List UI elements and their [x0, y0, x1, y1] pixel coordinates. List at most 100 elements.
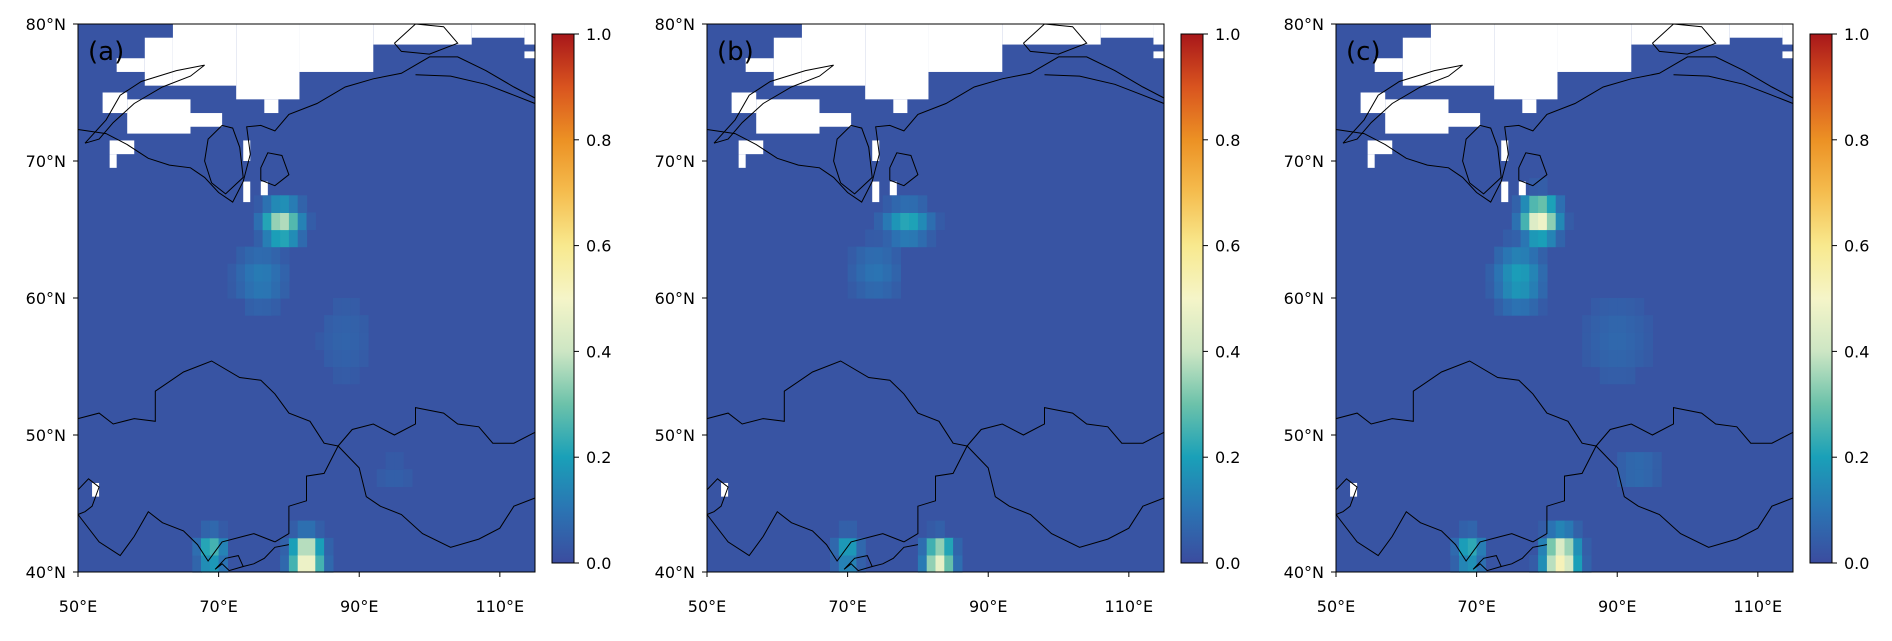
- missing-cell: [299, 24, 374, 72]
- colorbar-gradient: [1180, 33, 1204, 564]
- heatmap-cell: [1494, 298, 1504, 316]
- heatmap-cell: [1511, 263, 1522, 282]
- heatmap-cell: [253, 229, 264, 248]
- heatmap-cell: [280, 246, 290, 265]
- heatmap-cell: [1599, 349, 1610, 368]
- heatmap-cell: [1529, 195, 1539, 213]
- heatmap-cell: [1643, 452, 1653, 470]
- heatmap-cell: [271, 246, 281, 265]
- heatmap-cell: [262, 195, 272, 213]
- heatmap-cell: [847, 280, 857, 299]
- y-tick-label: 50°N: [26, 426, 66, 445]
- boundary-line: [1335, 56, 1794, 203]
- heatmap-cell: [1590, 315, 1601, 333]
- heatmap-cell: [891, 195, 901, 213]
- heatmap-cell: [1520, 195, 1530, 213]
- heatmap-cell: [359, 349, 369, 368]
- colorbar-tick-label: 1.0: [586, 25, 611, 44]
- heatmap-cell: [926, 212, 937, 231]
- heatmap-cell: [865, 280, 875, 299]
- panel-label: (b): [717, 37, 754, 67]
- heatmap-cell: [1538, 263, 1548, 282]
- missing-cell: [872, 181, 880, 203]
- heatmap-cell: [891, 212, 901, 231]
- missing-data: [721, 24, 1164, 497]
- heatmap-cell: [315, 537, 325, 556]
- missing-cell: [190, 113, 223, 127]
- missing-cell: [819, 113, 852, 127]
- heatmap-cell: [359, 315, 369, 333]
- heatmap-cell: [1538, 229, 1548, 248]
- heatmap-cell: [201, 537, 211, 556]
- heatmap-cell: [271, 263, 281, 282]
- heatmap-cell: [1476, 554, 1486, 573]
- heatmap-cell: [874, 246, 884, 265]
- boundary-line: [204, 124, 244, 195]
- heatmap-cell: [1608, 332, 1618, 350]
- heatmap-cell: [1520, 212, 1530, 231]
- heatmap-cell: [1485, 280, 1495, 299]
- heatmap-cell: [350, 298, 360, 316]
- colorbar-tick-label: 0.8: [586, 131, 611, 150]
- boundary-line: [243, 544, 289, 567]
- x-tick-label: 50°E: [59, 597, 97, 616]
- missing-cell: [1367, 140, 1393, 155]
- heatmap-cell: [1511, 229, 1522, 248]
- heatmap-cell: [315, 332, 325, 350]
- missing-cell: [102, 92, 128, 114]
- heatmap-cell: [350, 315, 360, 333]
- heatmap-cell: [192, 537, 202, 556]
- heatmap-cell: [1626, 469, 1636, 487]
- colorbar-tick-label: 0.0: [1844, 554, 1869, 573]
- boundary-line: [337, 406, 536, 447]
- colorbar: 0.0 0.2 0.4 0.6 0.8 1.0: [1809, 25, 1869, 573]
- heatmap-cell: [227, 280, 237, 299]
- boundary-line: [337, 445, 536, 548]
- heatmap-cell: [297, 537, 308, 556]
- heatmap-cell: [271, 229, 281, 248]
- y-tick-label: 60°N: [26, 289, 66, 308]
- y-tick-label: 80°N: [1284, 15, 1324, 34]
- y-tick-label: 70°N: [1284, 152, 1324, 171]
- heatmap-cell: [280, 554, 290, 573]
- heatmap-cell: [306, 554, 316, 573]
- heatmap-cell: [341, 298, 352, 316]
- missing-cell: [109, 140, 135, 155]
- boundary-line: [1335, 360, 1597, 447]
- heatmap-cell: [1485, 263, 1495, 282]
- heatmap-cell: [1608, 366, 1618, 385]
- heatmap-cell: [1529, 212, 1539, 231]
- missing-cell: [524, 51, 535, 59]
- heatmap-cell: [847, 263, 857, 282]
- heatmap-cell: [1520, 263, 1530, 282]
- heatmap-cell: [847, 246, 857, 265]
- heatmap-cell: [838, 554, 849, 573]
- heatmap-cell: [1643, 315, 1653, 333]
- missing-cell: [1518, 181, 1526, 196]
- missing-cell: [889, 181, 897, 196]
- heatmap-cell: [280, 537, 290, 556]
- heatmap-cell: [1634, 349, 1645, 368]
- heatmap-cell: [1634, 332, 1645, 350]
- boundary-line: [706, 360, 968, 447]
- heatmap-cell: [1467, 520, 1478, 539]
- heatmap-cell: [1538, 178, 1548, 196]
- heatmap-cell: [1599, 315, 1610, 333]
- heatmap-cell: [1634, 469, 1645, 487]
- heatmap-cell: [874, 263, 884, 282]
- missing-cell: [1557, 24, 1632, 72]
- missing-cell: [144, 37, 173, 86]
- heatmap-cell: [909, 212, 919, 231]
- missing-cell: [1494, 24, 1558, 100]
- heatmap-cell: [891, 246, 901, 265]
- heatmap-cell: [1582, 537, 1592, 556]
- y-tick-label: 40°N: [26, 563, 66, 582]
- heatmap-cell: [1555, 554, 1566, 573]
- heatmap-cell: [847, 520, 857, 539]
- heatmap-cell: [350, 366, 360, 385]
- heatmap-cell: [201, 554, 211, 573]
- missing-cell: [260, 181, 268, 196]
- heatmap-cell: [1590, 332, 1601, 350]
- heatmap-cell: [1626, 366, 1636, 385]
- heatmap-cell: [1538, 246, 1548, 265]
